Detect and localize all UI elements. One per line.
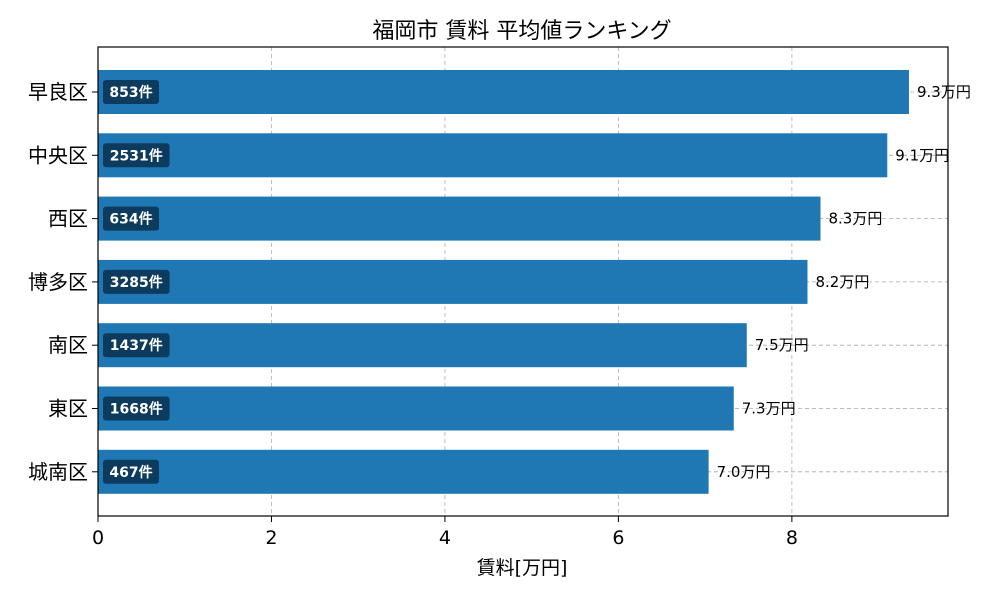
- count-badge: [103, 396, 170, 421]
- bar: [98, 449, 709, 494]
- bar: [98, 386, 734, 431]
- category-label: 東区: [48, 397, 88, 421]
- category-label: 西区: [48, 207, 88, 231]
- bars-group: 9.3万円 853件 9.1万円 2531件 8.3万円 634件 8.2万円 3285件 7.…: [98, 70, 971, 494]
- count-label: 634件: [109, 211, 152, 228]
- count-badge: [103, 206, 159, 231]
- category-label: 城南区: [28, 460, 88, 484]
- bar: [98, 259, 808, 304]
- bar: [98, 133, 888, 178]
- x-tick-label: 6: [612, 527, 624, 549]
- value-label: 8.3万円: [829, 210, 883, 228]
- value-label: 7.3万円: [742, 400, 796, 418]
- value-label: 9.1万円: [895, 146, 949, 164]
- count-badge: [103, 143, 170, 168]
- x-tick-label: 0: [92, 527, 104, 549]
- count-badge: [103, 333, 170, 358]
- value-label: 8.2万円: [815, 273, 869, 291]
- category-label: 中央区: [28, 143, 88, 167]
- x-axis-label: 賃料[万円]: [477, 557, 568, 579]
- count-badge: [103, 80, 159, 104]
- count-label: 3285件: [110, 274, 163, 291]
- category-label: 博多区: [28, 270, 88, 294]
- x-axis: 0 2 4 6 8: [92, 516, 798, 549]
- count-badge: [103, 459, 159, 484]
- count-label: 2531件: [110, 147, 163, 164]
- count-label: 1437件: [110, 337, 163, 354]
- category-label: 南区: [48, 333, 88, 357]
- value-label: 7.0万円: [717, 463, 771, 481]
- count-label: 853件: [109, 84, 152, 101]
- x-tick-label: 2: [265, 527, 277, 549]
- bar: [98, 323, 747, 368]
- chart-title: 福岡市 賃料 平均値ランキング: [372, 19, 671, 44]
- count-badge: [103, 269, 170, 294]
- count-label: 467件: [109, 464, 152, 481]
- bar: [98, 70, 909, 114]
- bar: [98, 196, 821, 241]
- count-label: 1668件: [110, 401, 163, 418]
- value-label: 7.5万円: [755, 336, 809, 354]
- x-tick-label: 8: [786, 527, 798, 549]
- value-label: 9.3万円: [917, 83, 971, 101]
- category-label: 早良区: [28, 80, 88, 104]
- x-tick-label: 4: [439, 527, 451, 549]
